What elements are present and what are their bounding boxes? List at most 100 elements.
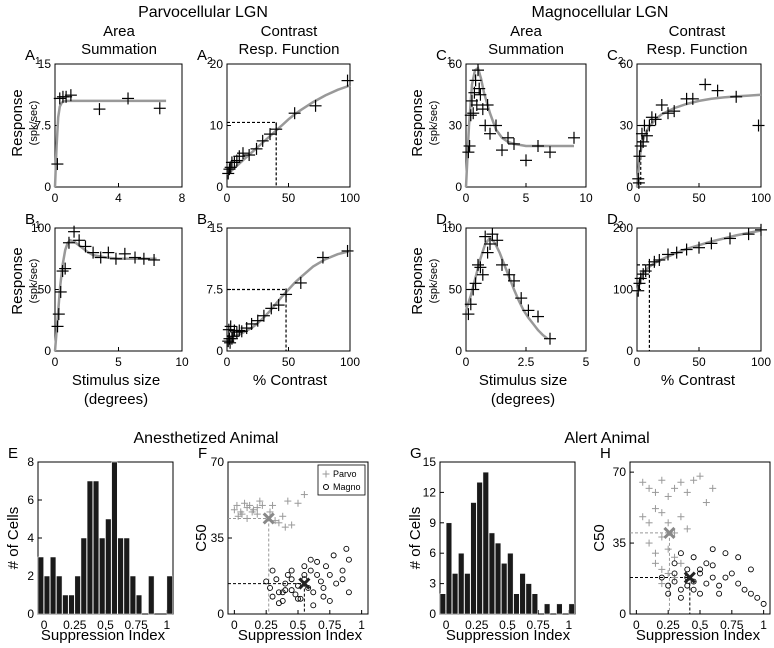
histogram-bar <box>123 537 130 615</box>
data-point <box>148 253 161 266</box>
legend-magno-label: Magno <box>333 482 361 492</box>
x-tick-label: 100 <box>340 191 360 205</box>
data-point <box>137 252 150 265</box>
x-tick-label: 0.5 <box>290 618 307 632</box>
x-tick-label: 0.75 <box>527 618 551 632</box>
x-tick-label: 100 <box>751 191 771 205</box>
parvo-point <box>281 523 289 531</box>
magno-point <box>279 589 286 596</box>
data-point <box>129 251 142 264</box>
data-point <box>637 135 650 148</box>
fit-line <box>226 249 351 340</box>
col-title-a1-line2: Summation <box>81 41 157 58</box>
y-tick-label: 35 <box>613 536 627 550</box>
magno-point <box>735 554 742 561</box>
y-tick-label: 20 <box>210 57 224 71</box>
parvo-point <box>677 478 685 486</box>
data-point <box>479 230 492 243</box>
magno-point <box>697 570 703 577</box>
anesth-title: Anesthetized Animal <box>134 430 279 447</box>
parvo-point <box>266 508 274 516</box>
svg-text:C50: C50 <box>591 524 608 552</box>
y-tick-label: 0 <box>44 344 51 358</box>
data-point <box>693 241 705 254</box>
data-point <box>476 268 489 281</box>
y-tick-label: 0 <box>626 344 633 358</box>
x-tick-label: 0 <box>463 191 470 205</box>
x-tick-label: 0.5 <box>692 618 709 632</box>
parvo-point <box>269 501 277 509</box>
fit-line <box>635 229 762 293</box>
parvo-point <box>664 519 672 527</box>
xlabel-b1-line2: (degrees) <box>84 391 148 408</box>
y-tick-label: 100 <box>442 221 462 235</box>
histogram-bar <box>105 518 112 615</box>
y-tick-label: 10 <box>210 119 224 133</box>
histogram-bar <box>556 603 563 615</box>
parvo-point <box>709 484 717 492</box>
magno-point <box>735 580 742 587</box>
data-point <box>544 146 556 159</box>
histogram-bar <box>62 594 69 615</box>
data-point <box>515 292 528 305</box>
data-point <box>272 299 285 312</box>
parvo-point <box>664 492 672 500</box>
data-point <box>680 243 693 256</box>
magno-point <box>267 584 273 591</box>
parvo-mean-marker <box>663 526 676 539</box>
histogram-bar <box>568 603 575 615</box>
parvo-title: Parvocellular LGN <box>138 4 268 21</box>
parvo-point <box>248 508 256 516</box>
data-point <box>472 258 484 271</box>
y-tick-label: 12 <box>423 485 437 499</box>
data-point <box>532 310 544 323</box>
xlabel-e: Suppression Index <box>41 627 166 644</box>
axes-frame <box>54 63 183 188</box>
data-point <box>280 288 293 301</box>
x-tick-label: 0.25 <box>657 618 681 632</box>
x-tick-label: 0.25 <box>255 618 279 632</box>
data-point <box>520 154 532 167</box>
data-point <box>245 317 258 330</box>
magno-point <box>263 578 270 585</box>
data-point <box>462 146 475 159</box>
legend-box <box>317 464 366 496</box>
magno-point <box>269 567 276 574</box>
data-point <box>87 246 100 259</box>
magno-point <box>697 590 703 597</box>
histogram-bar <box>117 537 124 615</box>
y-tick-label: 8 <box>27 455 34 469</box>
data-point <box>60 90 73 103</box>
magno-point <box>345 556 352 563</box>
x-tick-label: 1 <box>164 618 171 632</box>
data-point <box>118 247 131 260</box>
data-point <box>655 99 668 111</box>
data-point <box>53 92 66 105</box>
parvo-point <box>651 549 659 557</box>
magno-point <box>747 590 754 597</box>
parvo-point <box>671 529 679 537</box>
y-tick-label: 6 <box>27 493 34 507</box>
data-point <box>643 119 656 132</box>
parvo-point <box>233 501 241 509</box>
histogram-bar <box>50 556 57 615</box>
xlabel-h: Suppression Index <box>636 627 761 644</box>
parvo-point <box>639 478 647 486</box>
data-point <box>243 149 256 162</box>
histogram-bar <box>43 575 51 615</box>
x-tick-label: 0 <box>634 191 641 205</box>
magno-point <box>314 571 321 578</box>
data-point <box>109 252 122 265</box>
data-point <box>265 302 278 315</box>
svg-text:(spk/sec): (spk/sec) <box>28 259 40 304</box>
magno-point <box>703 580 710 587</box>
parvo-mean-marker <box>262 512 275 525</box>
x-tick-label: 0 <box>52 355 59 369</box>
ylabel-f: C50 <box>193 524 210 552</box>
magno-mean-marker <box>298 577 311 590</box>
magno-point <box>301 563 308 570</box>
ylabel-a1: Response <box>9 89 26 157</box>
data-point <box>464 109 477 122</box>
